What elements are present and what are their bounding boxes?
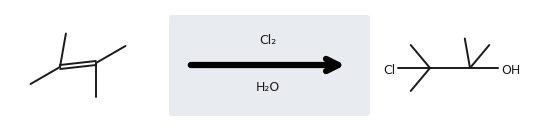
Text: OH: OH [501,64,520,77]
FancyBboxPatch shape [169,15,370,116]
Text: Cl: Cl [383,64,395,77]
Text: Cl₂: Cl₂ [259,34,277,47]
Text: H₂O: H₂O [256,81,280,94]
